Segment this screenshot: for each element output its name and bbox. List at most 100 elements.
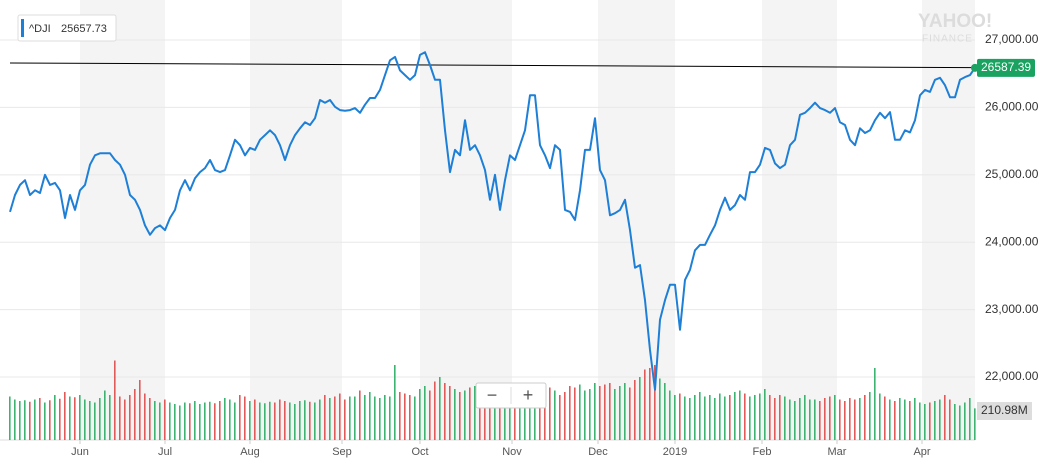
volume-bar — [354, 396, 356, 440]
x-tick-label: Jun — [71, 446, 89, 458]
volume-bar — [889, 399, 891, 440]
volume-bar — [209, 401, 211, 440]
legend-name: ^DJI — [29, 23, 51, 35]
y-tick-label: 23,000.00 — [985, 302, 1039, 316]
volume-bar — [849, 398, 851, 440]
volume-bar — [604, 384, 606, 440]
volume-bar — [629, 387, 631, 440]
volume-bar — [134, 389, 136, 440]
volume-bar — [439, 377, 441, 440]
volume-bar — [709, 395, 711, 440]
volume-bar — [799, 398, 801, 440]
x-tick-label: Mar — [828, 446, 847, 458]
month-band — [762, 0, 837, 440]
volume-bar — [884, 396, 886, 440]
price-label-box — [977, 58, 1035, 77]
volume-bar — [474, 386, 476, 440]
volume-bar — [954, 404, 956, 440]
volume-bar — [269, 401, 271, 440]
volume-bar — [774, 398, 776, 440]
volume-bar — [654, 365, 656, 440]
volume-bar — [539, 389, 541, 440]
volume-bar — [444, 383, 446, 440]
volume-bar — [814, 399, 816, 440]
volume-bar — [469, 387, 471, 440]
volume-bar — [294, 404, 296, 440]
volume-bar — [824, 398, 826, 440]
x-tick-label: Nov — [502, 446, 522, 458]
volume-bar — [264, 403, 266, 440]
volume-bar — [149, 398, 151, 440]
volume-bar — [699, 392, 701, 440]
volume-bar — [114, 360, 116, 440]
volume-bar — [484, 384, 486, 440]
volume-bar — [874, 368, 876, 440]
volume-bar — [224, 398, 226, 440]
volume-bar — [349, 396, 351, 440]
zoom-controls: − + — [475, 382, 547, 409]
volume-bar — [79, 395, 81, 440]
volume-bar — [944, 395, 946, 440]
volume-bar — [139, 380, 141, 440]
volume-bar — [99, 398, 101, 440]
volume-bar — [514, 389, 516, 440]
volume-bar — [859, 398, 861, 440]
volume-bar — [179, 405, 181, 440]
volume-bar — [384, 395, 386, 440]
volume-bar — [159, 402, 161, 440]
zoom-out[interactable]: − — [487, 385, 498, 405]
volume-bar — [764, 389, 766, 440]
volume-bar — [864, 395, 866, 440]
volume-bar — [899, 398, 901, 440]
volume-bar — [154, 401, 156, 440]
y-tick-label: 27,000.00 — [985, 32, 1039, 46]
volume-bar — [344, 399, 346, 440]
volume-bar — [579, 384, 581, 440]
month-band — [250, 0, 342, 440]
price-line — [9, 51, 976, 391]
volume-bar — [739, 390, 741, 440]
volume-bar — [419, 389, 421, 440]
volume-bar — [499, 390, 501, 440]
volume-bar — [749, 396, 751, 440]
volume-bar — [734, 392, 736, 440]
volume-bar — [94, 402, 96, 440]
y-tick-label: 26,000.00 — [985, 100, 1039, 114]
legend-value: 25657.73 — [61, 23, 107, 35]
volume-bar — [564, 392, 566, 440]
volume-bar — [189, 403, 191, 440]
x-tick-label: Dec — [588, 446, 608, 458]
volume-bar — [719, 393, 721, 440]
zoom-in[interactable]: + — [523, 385, 534, 405]
volume-bar — [644, 369, 646, 440]
volume-bar — [909, 401, 911, 440]
volume-bar — [239, 395, 241, 440]
volume-bar — [589, 389, 591, 440]
month-band — [420, 0, 512, 440]
volume-bar — [464, 390, 466, 440]
brand: YAHOO! — [918, 11, 992, 32]
volume-bar — [934, 401, 936, 440]
volume-bar — [594, 383, 596, 440]
reference-line — [9, 62, 976, 69]
volume-bar — [744, 393, 746, 440]
volume-bar — [104, 390, 106, 440]
volume-bar — [124, 399, 126, 440]
volume-bar — [169, 402, 171, 440]
y-tick-label: 25,000.00 — [985, 167, 1039, 181]
volume-bar — [314, 402, 316, 440]
volume-bar — [839, 399, 841, 440]
volume-bar — [329, 398, 331, 440]
volume-bar — [364, 395, 366, 440]
volume-bar — [489, 387, 491, 440]
volume-bar — [519, 392, 521, 440]
volume-bar — [409, 395, 411, 440]
volume-bar — [544, 386, 546, 440]
volume-bar — [924, 404, 926, 440]
volume-bar — [634, 380, 636, 440]
volume-bar — [759, 393, 761, 440]
x-tick-label: Sep — [332, 446, 352, 458]
volume-bar — [324, 395, 326, 440]
volume-bar — [54, 395, 56, 440]
